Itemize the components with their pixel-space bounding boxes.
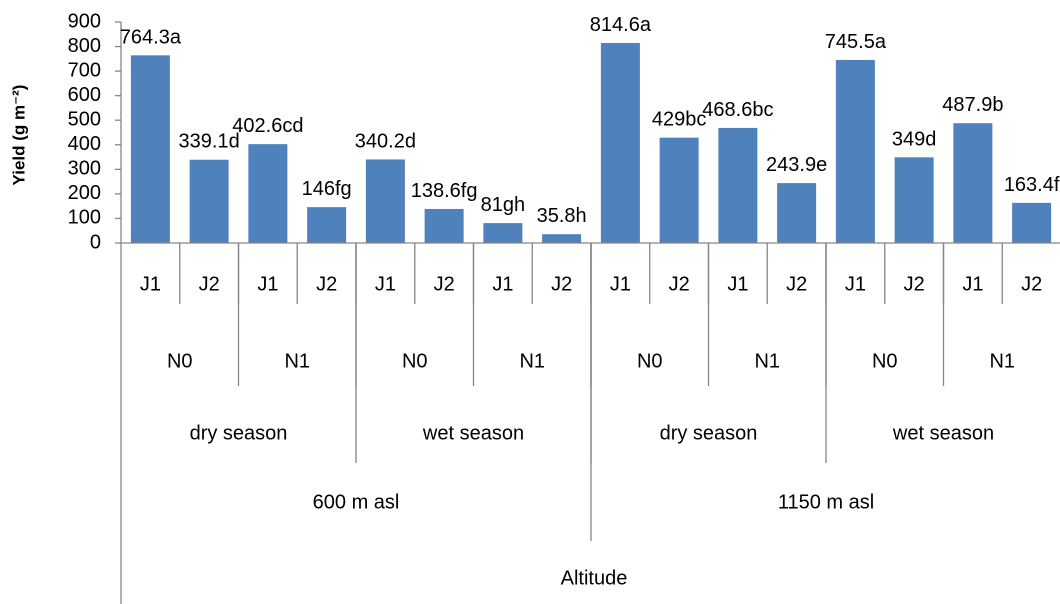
j-label: J2: [1021, 273, 1042, 295]
altitude-label: 600 m asl: [313, 491, 400, 513]
bar-value-label: 163.4f: [1004, 174, 1060, 196]
j-label: J1: [845, 273, 866, 295]
j-label: J2: [434, 273, 455, 295]
bar-13: [835, 59, 875, 244]
j-label: J1: [727, 273, 748, 295]
bar-value-label: 339.1d: [179, 131, 240, 153]
j-label: J2: [786, 273, 807, 295]
j-label: J2: [199, 273, 220, 295]
y-tick-label: 800: [68, 35, 101, 57]
j-label: J1: [140, 273, 161, 295]
bar-value-label: 468.6bc: [702, 99, 773, 121]
n-label: N1: [284, 350, 310, 372]
n-label: N1: [519, 350, 545, 372]
bar-15: [953, 123, 993, 243]
bar-10: [659, 137, 699, 243]
j-label: J1: [610, 273, 631, 295]
n-label: N0: [167, 350, 193, 372]
y-axis-title: Yield (g m⁻²): [9, 85, 28, 186]
y-tick-label: 300: [68, 158, 101, 180]
y-tick-label: 200: [68, 182, 101, 204]
bar-value-label: 402.6cd: [232, 115, 303, 137]
y-tick-label: 900: [68, 10, 101, 32]
bar-3: [248, 144, 288, 243]
bar-value-label: 243.9e: [766, 154, 827, 176]
bar-value-label: 146fg: [302, 178, 352, 200]
y-tick-label: 100: [68, 207, 101, 229]
bar-4: [307, 207, 347, 243]
bars: [130, 42, 1052, 244]
n-label: N1: [754, 350, 780, 372]
bar-12: [777, 183, 817, 243]
bar-11: [718, 127, 758, 243]
bar-value-label: 35.8h: [537, 205, 587, 227]
j-label: J1: [492, 273, 513, 295]
n-label: N1: [989, 350, 1015, 372]
bar-9: [600, 42, 640, 243]
bar-value-label: 340.2d: [355, 130, 416, 152]
bar-value-label: 814.6a: [590, 14, 652, 36]
j-label: J1: [962, 273, 983, 295]
y-tick-label: 500: [68, 109, 101, 131]
bar-1: [130, 55, 170, 244]
n-label: N0: [637, 350, 663, 372]
bar-value-label: 81gh: [481, 194, 526, 216]
bar-2: [189, 159, 229, 243]
bar-value-label: 745.5a: [825, 31, 887, 53]
y-tick-label: 600: [68, 84, 101, 106]
j-label: J2: [669, 273, 690, 295]
season-label: dry season: [190, 422, 288, 444]
y-tick-label: 0: [90, 231, 101, 253]
bar-7: [483, 223, 523, 243]
bar-value-label: 138.6fg: [411, 180, 478, 202]
x-axis-category-levels: J1 J2 J1 J2 J1 J2 J1 J2 J1 J2 J1 J2 J1 J2 J1 J2 N0 N1 N0 N1…: [120, 242, 1060, 604]
bar-value-label: 764.3a: [120, 26, 182, 48]
x-axis-title: Altitude: [561, 567, 628, 589]
n-label: N0: [402, 350, 428, 372]
season-label: wet season: [892, 422, 994, 444]
bar-16: [1012, 202, 1052, 243]
season-label: dry season: [660, 422, 758, 444]
season-label: wet season: [422, 422, 524, 444]
y-tick-label: 400: [68, 133, 101, 155]
bar-5: [365, 159, 405, 243]
j-label: J2: [904, 273, 925, 295]
n-label: N0: [872, 350, 898, 372]
bar-value-label: 349d: [892, 128, 937, 150]
bar-6: [424, 208, 464, 243]
altitude-label: 1150 m asl: [778, 491, 874, 513]
j-label: J2: [551, 273, 572, 295]
y-tick-label: 700: [68, 59, 101, 81]
bar-value-label: 429bc: [652, 109, 707, 131]
bar-8: [542, 234, 582, 243]
j-label: J1: [375, 273, 396, 295]
bar-14: [894, 157, 934, 243]
j-label: J2: [316, 273, 337, 295]
bar-value-label: 487.9b: [942, 94, 1003, 116]
j-label: J1: [257, 273, 278, 295]
